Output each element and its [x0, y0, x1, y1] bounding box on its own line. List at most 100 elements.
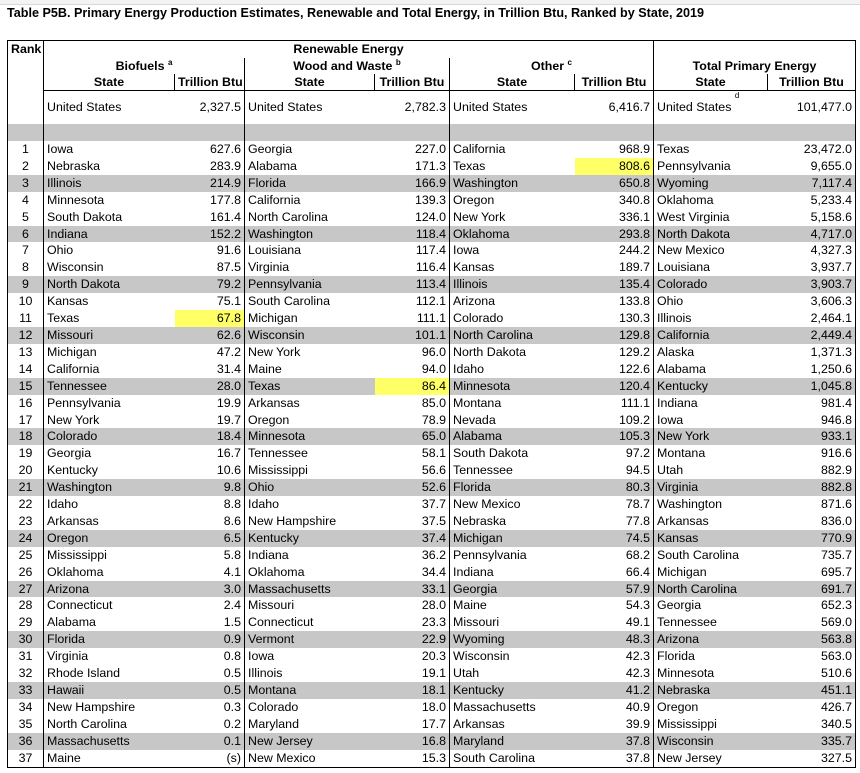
total-state-cell: Wisconsin: [653, 732, 768, 750]
biofuels-state-cell: Massachusetts: [43, 732, 175, 750]
wood-unit-header: Trillion Btu: [374, 74, 450, 91]
table-row: 17 New York 19.7 Oregon 78.9 Nevada 109.2 Iowa 9…: [7, 411, 856, 429]
other-state-cell: Pennsylvania: [449, 546, 575, 564]
total-state-cell: Michigan: [653, 563, 768, 581]
biofuels-state-cell: Oregon: [43, 529, 175, 547]
other-state-cell: New York: [449, 208, 575, 226]
other-state-cell: North Carolina: [449, 326, 575, 344]
other-state-cell: Idaho: [449, 360, 575, 378]
total-state-cell: Virginia: [653, 479, 768, 497]
table-row: 11 Texas 67.8 Michigan 111.1 Colorado 130.3 Ill…: [7, 310, 856, 327]
biofuels-value-cell: 152.2: [174, 225, 245, 243]
other-value-cell: 37.8: [574, 749, 654, 768]
other-value-cell: 97.2: [574, 445, 654, 463]
wood-value-cell: 15.3: [374, 749, 450, 768]
table-title: Table P5B. Primary Energy Production Est…: [7, 6, 705, 20]
wood-state-cell: Mississippi: [244, 462, 375, 480]
total-state-cell: Oregon: [653, 698, 768, 716]
total-state-cell: Kentucky: [653, 377, 768, 395]
rank-cell: 32: [7, 665, 44, 682]
other-value-cell: 39.9: [574, 715, 654, 733]
total-value-cell: 933.1: [767, 428, 856, 446]
wood-state-cell: New Mexico: [244, 749, 375, 768]
biofuels-value-cell: 8.6: [174, 512, 245, 530]
renewable-energy-header: Renewable Energy: [43, 40, 654, 58]
other-state-cell: Illinois: [449, 276, 575, 294]
total-state-cell: Montana: [653, 445, 768, 463]
biofuels-state-cell: Michigan: [43, 343, 175, 361]
table-row: 33 Hawaii 0.5 Montana 18.1 Kentucky 41.2 Nebras…: [7, 682, 856, 699]
rank-cell: 35: [7, 715, 44, 733]
total-value-cell: 335.7: [767, 732, 856, 750]
biofuels-state-cell: Arkansas: [43, 512, 175, 530]
biofuels-state-cell: Kansas: [43, 293, 175, 311]
wood-state-cell: Minnesota: [244, 428, 375, 446]
us-other-state: United States: [449, 90, 575, 124]
wood-state-cell: Maryland: [244, 715, 375, 733]
other-value-cell: 68.2: [574, 546, 654, 564]
table-row: 13 Michigan 47.2 New York 96.0 North Dakota 12…: [7, 343, 856, 361]
rank-cell: 31: [7, 648, 44, 666]
other-value-cell: 340.8: [574, 191, 654, 209]
biofuels-state-cell: Missouri: [43, 326, 175, 344]
biofuels-state-cell: Washington: [43, 479, 175, 497]
wood-state-cell: California: [244, 191, 375, 209]
biofuels-value-cell: 0.3: [174, 698, 245, 716]
total-value-cell: 5,233.4: [767, 191, 856, 209]
table-row: 3 Illinois 214.9 Florida 166.9 Washington 650.…: [7, 174, 856, 192]
table-row: 16 Pennsylvania 19.9 Arkansas 85.0 Montana 111…: [7, 394, 856, 412]
rank-cell: 6: [7, 225, 44, 243]
wood-value-cell: 20.3: [374, 648, 450, 666]
rank-cell: 5: [7, 208, 44, 226]
wood-state-cell: Maine: [244, 360, 375, 378]
other-value-cell: 74.5: [574, 529, 654, 547]
table-row: 37 Maine (s) New Mexico 15.3 South Carolina 37…: [7, 749, 856, 768]
rank-cell: 22: [7, 496, 44, 513]
wood-value-cell: 17.7: [374, 715, 450, 733]
total-value-cell: 916.6: [767, 445, 856, 463]
other-state-cell: Wisconsin: [449, 648, 575, 666]
rank-cell: 29: [7, 614, 44, 632]
rank-cell: 28: [7, 597, 44, 615]
other-value-cell: 78.7: [574, 496, 654, 513]
rank-cell: 12: [7, 326, 44, 344]
total-value-cell: 1,371.3: [767, 343, 856, 361]
total-state-cell: Florida: [653, 648, 768, 666]
table-row: 5 South Dakota 161.4 North Carolina 124.0 New…: [7, 208, 856, 226]
wood-state-cell: Montana: [244, 682, 375, 699]
other-state-cell: California: [449, 141, 575, 158]
table-row: 12 Missouri 62.6 Wisconsin 101.1 North Caroli…: [7, 326, 856, 344]
biofuels-state-cell: South Dakota: [43, 208, 175, 226]
biofuels-state-cell: Nebraska: [43, 157, 175, 175]
other-state-cell: Alabama: [449, 428, 575, 446]
rank-cell: 23: [7, 512, 44, 530]
other-value-cell: 122.6: [574, 360, 654, 378]
total-state-cell: Pennsylvania: [653, 157, 768, 175]
wood-state-cell: South Carolina: [244, 293, 375, 311]
wood-value-cell: 94.0: [374, 360, 450, 378]
separator-band: [7, 124, 856, 141]
total-value-cell: 340.5: [767, 715, 856, 733]
other-state-cell: Maryland: [449, 732, 575, 750]
other-value-cell: 189.7: [574, 259, 654, 277]
biofuels-value-cell: 91.6: [174, 242, 245, 260]
wood-value-cell: 18.0: [374, 698, 450, 716]
biofuels-value-cell: 6.5: [174, 529, 245, 547]
wood-value-cell: 85.0: [374, 394, 450, 412]
total-value-cell: 882.9: [767, 462, 856, 480]
biofuels-state-cell: Virginia: [43, 648, 175, 666]
table-row: 32 Rhode Island 0.5 Illinois 19.1 Utah 42.3 Min…: [7, 665, 856, 682]
other-footnote: c: [567, 58, 572, 67]
other-state-cell: New Mexico: [449, 496, 575, 513]
total-value-cell: 3,903.7: [767, 276, 856, 294]
other-value-cell: 135.4: [574, 276, 654, 294]
other-value-cell: 54.3: [574, 597, 654, 615]
other-value-cell: 41.2: [574, 682, 654, 699]
biofuels-value-cell: 161.4: [174, 208, 245, 226]
wood-state-cell: Kentucky: [244, 529, 375, 547]
biofuels-state-cell: Ohio: [43, 242, 175, 260]
wood-value-cell: 96.0: [374, 343, 450, 361]
other-state-cell: South Dakota: [449, 445, 575, 463]
biofuels-state-cell: Oklahoma: [43, 563, 175, 581]
total-state-cell: Louisiana: [653, 259, 768, 277]
